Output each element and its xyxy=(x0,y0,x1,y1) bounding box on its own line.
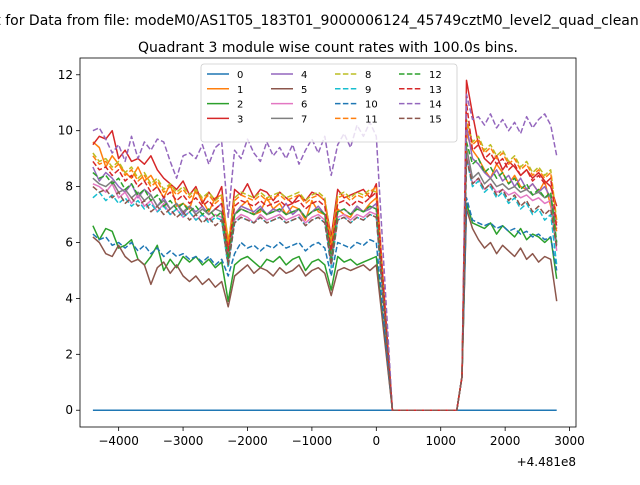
y-tick-label: 4 xyxy=(65,291,73,305)
legend-label-11: 11 xyxy=(365,114,378,125)
legend-label-2: 2 xyxy=(237,100,243,111)
legend-label-5: 5 xyxy=(301,85,307,96)
legend-label-15: 15 xyxy=(429,114,442,125)
series-line-12 xyxy=(92,141,558,411)
legend-label-3: 3 xyxy=(237,114,243,125)
x-tick-label: −2000 xyxy=(227,434,268,448)
series-line-13 xyxy=(92,101,558,411)
legend-label-8: 8 xyxy=(365,70,371,81)
series-group xyxy=(92,79,558,411)
x-tick-label: −3000 xyxy=(163,434,204,448)
series-line-5 xyxy=(92,208,558,411)
legend-label-9: 9 xyxy=(365,85,371,96)
series-line-7 xyxy=(92,146,558,411)
x-tick-label: 3000 xyxy=(554,434,585,448)
x-offset-label: +4.481e8 xyxy=(517,455,576,469)
legend-box xyxy=(200,63,458,143)
legend-label-4: 4 xyxy=(301,70,307,81)
y-tick-label: 12 xyxy=(58,68,73,82)
series-line-10 xyxy=(92,197,558,411)
x-tick-label: 0 xyxy=(372,434,380,448)
x-tick-label: 2000 xyxy=(490,434,521,448)
series-line-14 xyxy=(92,93,558,411)
legend-label-1: 1 xyxy=(237,85,243,96)
legend-label-12: 12 xyxy=(429,70,442,81)
legend-label-13: 13 xyxy=(429,85,442,96)
y-tick-label: 8 xyxy=(65,180,73,194)
series-line-11 xyxy=(92,121,558,411)
axes-frame xyxy=(79,57,577,428)
series-line-3 xyxy=(92,79,558,411)
series-line-9 xyxy=(92,157,558,411)
y-tick-label: 10 xyxy=(58,124,73,138)
x-tick-label: −1000 xyxy=(292,434,333,448)
chart-suptitle: Plot for Data from file: modeM0/AS1T05_1… xyxy=(0,13,640,29)
series-line-2 xyxy=(92,202,558,411)
series-line-15 xyxy=(92,157,558,411)
x-tick-label: 1000 xyxy=(425,434,456,448)
chart-title: Quadrant 3 module wise count rates with … xyxy=(138,40,518,56)
x-tick-label: −4000 xyxy=(98,434,139,448)
y-tick-label: 0 xyxy=(65,403,73,417)
y-tick-label: 2 xyxy=(65,347,73,361)
legend-label-0: 0 xyxy=(237,70,243,81)
plot-area: −4000 −3000 −2000 −1000 0 1000 2000 30000246810… xyxy=(58,57,585,448)
legend-label-10: 10 xyxy=(365,100,378,111)
legend-label-6: 6 xyxy=(301,100,307,111)
legend-label-14: 14 xyxy=(429,100,442,111)
series-line-8 xyxy=(92,118,558,411)
legend-label-7: 7 xyxy=(301,114,307,125)
y-tick-label: 6 xyxy=(65,236,73,250)
